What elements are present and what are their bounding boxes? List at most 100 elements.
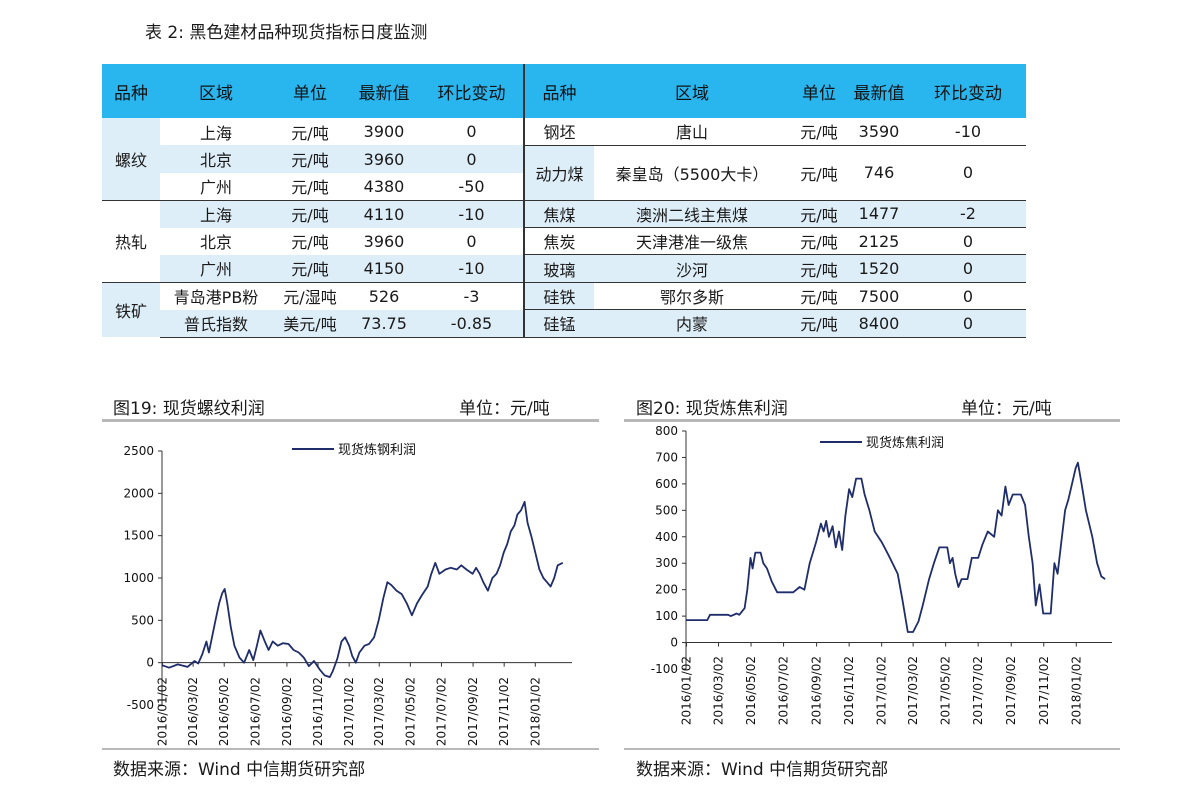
change-cell: -0.85 <box>420 309 524 338</box>
unit-cell: 元/吨 <box>291 178 329 198</box>
unit-cell: 元/吨 <box>790 227 848 255</box>
header-cell: 环比变动 <box>910 64 1026 118</box>
table-row: 铁矿 青岛港PB粉 元/湿吨 526 -3 硅铁 鄂尔多斯 元/吨 7500 0 <box>102 281 1026 338</box>
region-cell: 北京 <box>160 145 272 173</box>
value-cell: 2125 <box>848 227 910 255</box>
category-cell: 硅铁 <box>523 281 594 310</box>
value-cell: 7500 <box>848 281 910 310</box>
region-cell: 澳洲二线主焦煤 <box>594 199 790 228</box>
fig19-x-tick-label: 2017/09/02 <box>466 677 480 746</box>
change-cell: 0 <box>910 145 1026 201</box>
unit-cell: 元/吨 <box>790 309 848 338</box>
change-cell: 0 <box>910 309 1026 338</box>
table-header-row: 品种 区域 单位 最新值 环比变动 品种 区域 单位 最新值 环比变动 <box>102 64 1026 118</box>
fig19-unit: 单位：元/吨 <box>459 399 550 419</box>
change-cell: 0 <box>910 254 1026 283</box>
unit-cell: 元/湿吨 <box>272 281 348 310</box>
table-row: 广州 元/吨 4380 -50 <box>102 173 1026 200</box>
unit-cell: 元/吨 <box>790 199 848 228</box>
unit-cell: 元/吨 <box>272 145 348 173</box>
change-cell: 0 <box>910 281 1026 310</box>
fig20-x-tick-label: 2017/09/02 <box>1004 656 1018 725</box>
fig20-legend-label: 现货炼焦利润 <box>866 435 944 451</box>
region-cell: 北京 <box>199 233 232 253</box>
value-cell: 3960 <box>363 231 405 251</box>
fig20-x-tick-label: 2017/11/02 <box>1037 656 1051 725</box>
fig19-x-tick-label: 2016/09/02 <box>280 677 294 746</box>
fig19-x-tick-label: 2017/05/02 <box>403 677 417 746</box>
fig20-title: 图20: 现货炼焦利润 <box>636 399 788 419</box>
region-cell: 沙河 <box>594 254 790 283</box>
change-cell: -10 <box>910 118 1026 146</box>
region-cell: 唐山 <box>594 118 790 146</box>
region-cell: 天津港准一级焦 <box>594 227 790 255</box>
table-row: 热轧 上海 元/吨 4110 -10 焦煤 澳洲二线主焦煤 元/吨 1477 -… <box>102 199 1026 283</box>
region-cell: 上海 <box>160 199 272 228</box>
category-cell: 螺纹 <box>102 118 160 201</box>
fig20-x-tick-label: 2016/07/02 <box>777 656 791 725</box>
header-cell: 单位 <box>790 64 848 118</box>
table-row: 普氏指数 美元/吨 73.75 -0.85 硅锰 内蒙 元/吨 8400 0 <box>102 309 1026 338</box>
fig19-x-tick-label: 2016/11/02 <box>311 677 325 746</box>
value-cell: 73.75 <box>348 309 420 338</box>
header-cell: 区域 <box>160 64 272 118</box>
region-cell: 广州 <box>199 178 232 198</box>
fig20-y-tick-label: 300 <box>655 556 678 570</box>
value-cell: 526 <box>348 281 420 310</box>
table-row: 螺纹 上海 元/吨 3900 0 钢坯 唐山 元/吨 3590 -10 <box>102 118 1026 201</box>
fig19-series-line <box>161 500 564 678</box>
unit-cell: 元/吨 <box>790 281 848 310</box>
unit-cell: 元/吨 <box>790 118 848 146</box>
change-cell: -10 <box>420 199 524 228</box>
change-cell: -2 <box>910 199 1026 228</box>
region-cell: 普氏指数 <box>160 309 272 338</box>
fig19-x-tick-label: 2017/11/02 <box>497 677 511 746</box>
fig19-x-tick-label: 2016/03/02 <box>186 677 200 746</box>
fig20-y-tick-label: -100 <box>651 662 678 676</box>
unit-cell: 元/吨 <box>272 254 348 283</box>
fig19-x-tick-label: 2016/05/02 <box>217 677 231 746</box>
header-cell: 环比变动 <box>420 64 524 118</box>
region-cell: 鄂尔多斯 <box>594 281 790 310</box>
change-cell: -10 <box>420 254 524 283</box>
value-cell: 8400 <box>848 309 910 338</box>
table-title: 表 2: 黑色建材品种现货指标日度监测 <box>145 23 428 43</box>
fig20-x-tick-label: 2016/09/02 <box>810 656 824 725</box>
category-cell: 热轧 <box>102 199 160 283</box>
header-cell: 区域 <box>594 64 790 118</box>
fig19-title: 图19: 现货螺纹利润 <box>113 399 265 419</box>
category-cell: 钢坯 <box>523 118 594 146</box>
fig20-bottom-rule <box>624 748 1120 750</box>
header-cell: 品种 <box>102 64 160 118</box>
table-row: 北京 元/吨 3960 0 动力煤 秦皇岛（5500大卡） 元/吨 746 0 <box>102 145 1026 201</box>
change-cell: 0 <box>420 145 524 173</box>
category-cell: 焦炭 <box>523 227 594 255</box>
value-cell: 3960 <box>348 145 420 173</box>
value-cell: 4380 <box>363 176 405 196</box>
fig20-x-tick-label: 2018/01/02 <box>1069 656 1083 725</box>
header-cell: 品种 <box>523 64 594 118</box>
unit-cell: 元/吨 <box>291 123 329 143</box>
fig20-source: 数据来源：Wind 中信期货研究部 <box>636 760 889 780</box>
category-cell: 玻璃 <box>523 254 594 283</box>
header-cell: 单位 <box>272 64 348 118</box>
value-cell: 746 <box>848 145 910 201</box>
change-cell: -3 <box>420 281 524 310</box>
fig19-x-tick-label: 2017/07/02 <box>434 677 448 746</box>
value-cell: 4110 <box>348 199 420 228</box>
fig19-y-tick-label: 2000 <box>123 486 154 500</box>
value-cell: 4150 <box>348 254 420 283</box>
unit-cell: 元/吨 <box>790 254 848 283</box>
category-cell: 动力煤 <box>523 145 594 201</box>
fig19-y-tick-label: 500 <box>131 613 154 627</box>
unit-cell: 美元/吨 <box>272 309 348 338</box>
change-cell: 0 <box>466 231 477 251</box>
region-cell: 上海 <box>199 123 232 143</box>
unit-cell: 元/吨 <box>272 199 348 228</box>
change-cell: -50 <box>458 176 485 196</box>
fig19-legend-label: 现货炼钢利润 <box>338 442 416 458</box>
category-cell: 焦煤 <box>523 199 594 228</box>
category-cell: 硅锰 <box>523 309 594 338</box>
fig20-x-tick-label: 2017/03/02 <box>906 656 920 725</box>
fig19-y-tick-label: 2500 <box>123 444 154 458</box>
